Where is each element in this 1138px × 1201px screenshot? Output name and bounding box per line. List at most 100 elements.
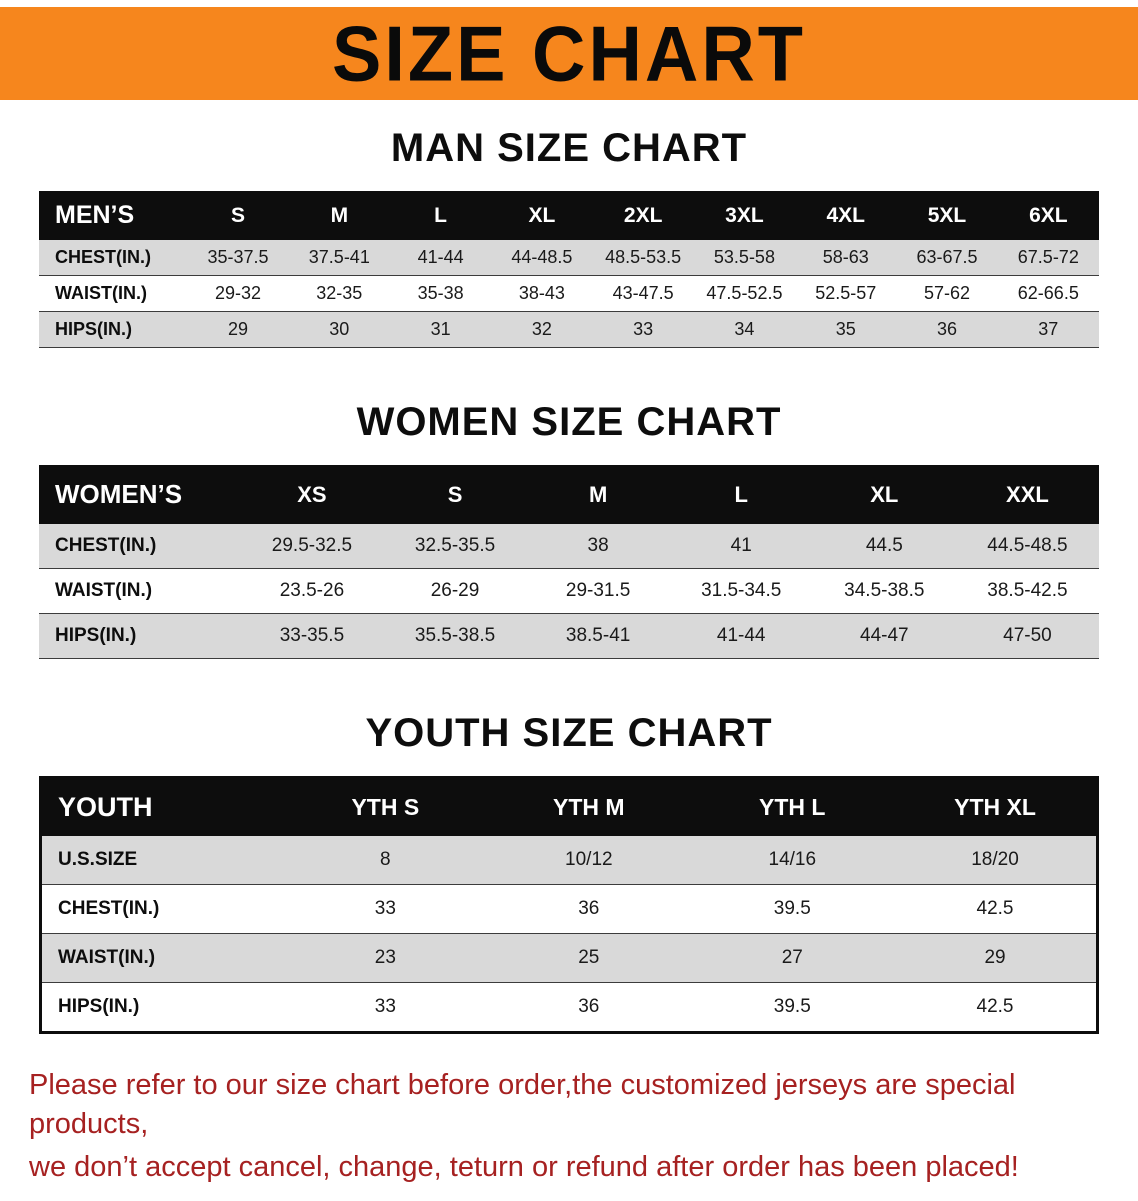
value-cell: 30 bbox=[329, 319, 350, 339]
value-cell: 36 bbox=[936, 319, 958, 339]
table-body: CHEST(IN.) 29.5-32.5 32.5-35.5 38 41 44.5 44.5… bbox=[39, 524, 1099, 659]
value-cell: 41-44 bbox=[716, 625, 766, 646]
value-cell: 33 bbox=[374, 898, 396, 919]
value-cell: 8 bbox=[380, 849, 391, 870]
table-header-row: YOUTH YTH S YTH M YTH L YTH XL bbox=[40, 777, 1098, 836]
value-cell: 29 bbox=[984, 947, 1006, 968]
value-cell: 36 bbox=[578, 898, 600, 919]
table-row: CHEST(IN.) 35-37.5 37.5-41 41-44 44-48.5 48.5… bbox=[39, 240, 1099, 276]
youth-size-section: YOUTH SIZE CHART YOUTH YTH S YTH M YTH L YTH… bbox=[0, 711, 1138, 1034]
column-header-cell: S bbox=[383, 465, 527, 524]
table-head: WOMEN’S XS S M L XL XXL bbox=[39, 465, 1099, 524]
youth-size-table: YOUTH YTH S YTH M YTH L YTH XL U.S.SIZE 8 10/12… bbox=[39, 776, 1099, 1034]
youth-section-heading: YOUTH SIZE CHART bbox=[365, 711, 773, 755]
value-cell: 31 bbox=[430, 319, 451, 339]
value-cell: 26-29 bbox=[430, 580, 480, 601]
value-cell: 32 bbox=[531, 319, 552, 339]
value-cell: 44-48.5 bbox=[511, 247, 573, 267]
table-row: HIPS(IN.) 33 36 39.5 42.5 bbox=[40, 982, 1098, 1033]
value-cell: 39.5 bbox=[773, 898, 811, 919]
men-size-section: MAN SIZE CHART MEN’S S M L XL 2XL 3XL 4XL 5XL 6XL… bbox=[0, 126, 1138, 348]
value-cell: 32.5-35.5 bbox=[414, 535, 496, 556]
value-cell: 37.5-41 bbox=[308, 247, 370, 267]
table-row: WAIST(IN.) 29-32 32-35 35-38 38-43 43-47.5 47.… bbox=[39, 275, 1099, 312]
value-cell: 38-43 bbox=[518, 283, 565, 303]
table-body: U.S.SIZE 8 10/12 14/16 18/20 CHEST(IN.) 33 36 39… bbox=[40, 836, 1098, 1033]
row-label-cell: U.S.SIZE bbox=[58, 849, 138, 870]
table-row: CHEST(IN.) 29.5-32.5 32.5-35.5 38 41 44.5 44.5… bbox=[39, 524, 1099, 569]
column-header-cell: YTH S bbox=[283, 777, 488, 836]
row-label-cell: CHEST(IN.) bbox=[55, 535, 157, 556]
column-header-cell: YTH L bbox=[690, 777, 895, 836]
value-cell: 38.5-41 bbox=[565, 625, 631, 646]
value-cell: 18/20 bbox=[971, 849, 1019, 870]
men-section-heading: MAN SIZE CHART bbox=[390, 126, 748, 170]
value-cell: 36 bbox=[578, 996, 600, 1017]
value-cell: 35-38 bbox=[417, 283, 464, 303]
value-cell: 58-63 bbox=[822, 247, 869, 267]
row-label-cell: HIPS(IN.) bbox=[55, 319, 133, 339]
table-title-cell: MEN’S bbox=[39, 191, 188, 240]
row-label-cell: WAIST(IN.) bbox=[55, 580, 153, 601]
value-cell: 34 bbox=[734, 319, 755, 339]
disclaimer-line-1: Please refer to our size chart before or… bbox=[29, 1069, 1016, 1141]
value-cell: 44.5-48.5 bbox=[987, 535, 1068, 556]
column-header-cell: XL bbox=[491, 191, 593, 240]
row-label-cell: HIPS(IN.) bbox=[55, 625, 137, 646]
table-row: WAIST(IN.) 23 25 27 29 bbox=[40, 933, 1098, 983]
men-size-table: MEN’S S M L XL 2XL 3XL 4XL 5XL 6XL CHEST(IN.) 35-37… bbox=[39, 191, 1099, 348]
women-size-section: WOMEN SIZE CHART WOMEN’S XS S M L XL XXL CHEST(… bbox=[0, 400, 1138, 659]
column-header-cell: XL bbox=[812, 465, 956, 524]
value-cell: 39.5 bbox=[773, 996, 811, 1017]
banner: SIZE CHART bbox=[0, 7, 1138, 100]
value-cell: 52.5-57 bbox=[815, 283, 877, 303]
value-cell: 35-37.5 bbox=[207, 247, 269, 267]
page-title: SIZE CHART bbox=[332, 9, 806, 97]
table-head: MEN’S S M L XL 2XL 3XL 4XL 5XL 6XL bbox=[39, 191, 1099, 240]
row-label-cell: WAIST(IN.) bbox=[58, 947, 156, 968]
table-row: WAIST(IN.) 23.5-26 26-29 29-31.5 31.5-34.5 34… bbox=[39, 568, 1099, 614]
column-header-cell: M bbox=[288, 191, 390, 240]
women-size-table: WOMEN’S XS S M L XL XXL CHEST(IN.) 29.5-32.5 32.5… bbox=[39, 465, 1099, 659]
value-cell: 29.5-32.5 bbox=[271, 535, 353, 556]
value-cell: 33 bbox=[633, 319, 654, 339]
table-header-row: WOMEN’S XS S M L XL XXL bbox=[39, 465, 1099, 524]
column-header-cell: 5XL bbox=[896, 191, 998, 240]
column-header-cell: XS bbox=[240, 465, 384, 524]
value-cell: 47.5-52.5 bbox=[706, 283, 783, 303]
value-cell: 14/16 bbox=[768, 849, 817, 870]
value-cell: 23 bbox=[374, 947, 396, 968]
column-header-cell: 2XL bbox=[592, 191, 694, 240]
value-cell: 38.5-42.5 bbox=[987, 580, 1068, 601]
value-cell: 47-50 bbox=[1003, 625, 1052, 646]
table-body: CHEST(IN.) 35-37.5 37.5-41 41-44 44-48.5 48.5… bbox=[39, 240, 1099, 348]
value-cell: 44.5 bbox=[865, 535, 903, 556]
value-cell: 63-67.5 bbox=[916, 247, 978, 267]
value-cell: 35 bbox=[835, 319, 856, 339]
value-cell: 29-31.5 bbox=[565, 580, 631, 601]
row-label-cell: WAIST(IN.) bbox=[55, 283, 147, 303]
value-cell: 33 bbox=[374, 996, 396, 1017]
value-cell: 57-62 bbox=[923, 283, 971, 303]
column-header-cell: S bbox=[187, 191, 289, 240]
column-header-cell: 3XL bbox=[693, 191, 796, 240]
disclaimer-line-2: we don’t accept cancel, change, teturn o… bbox=[29, 1151, 1019, 1184]
value-cell: 23.5-26 bbox=[279, 580, 345, 601]
women-section-heading: WOMEN SIZE CHART bbox=[356, 400, 782, 444]
value-cell: 31.5-34.5 bbox=[701, 580, 782, 601]
table-row: HIPS(IN.) 29 30 31 32 33 34 35 36 37 bbox=[39, 311, 1099, 348]
value-cell: 41-44 bbox=[417, 247, 464, 267]
disclaimer: Please refer to our size chart before or… bbox=[29, 1066, 1109, 1187]
table-row: CHEST(IN.) 33 36 39.5 42.5 bbox=[40, 884, 1098, 934]
value-cell: 41 bbox=[730, 535, 752, 556]
column-header-cell: YTH M bbox=[487, 777, 691, 836]
table-head: YOUTH YTH S YTH M YTH L YTH XL bbox=[40, 777, 1098, 836]
value-cell: 43-47.5 bbox=[612, 283, 674, 303]
column-header-cell: XXL bbox=[955, 465, 1099, 524]
row-label-cell: CHEST(IN.) bbox=[55, 247, 151, 267]
value-cell: 32-35 bbox=[316, 283, 363, 303]
value-cell: 48.5-53.5 bbox=[605, 247, 682, 267]
value-cell: 53.5-58 bbox=[713, 247, 775, 267]
value-cell: 44-47 bbox=[860, 625, 909, 646]
